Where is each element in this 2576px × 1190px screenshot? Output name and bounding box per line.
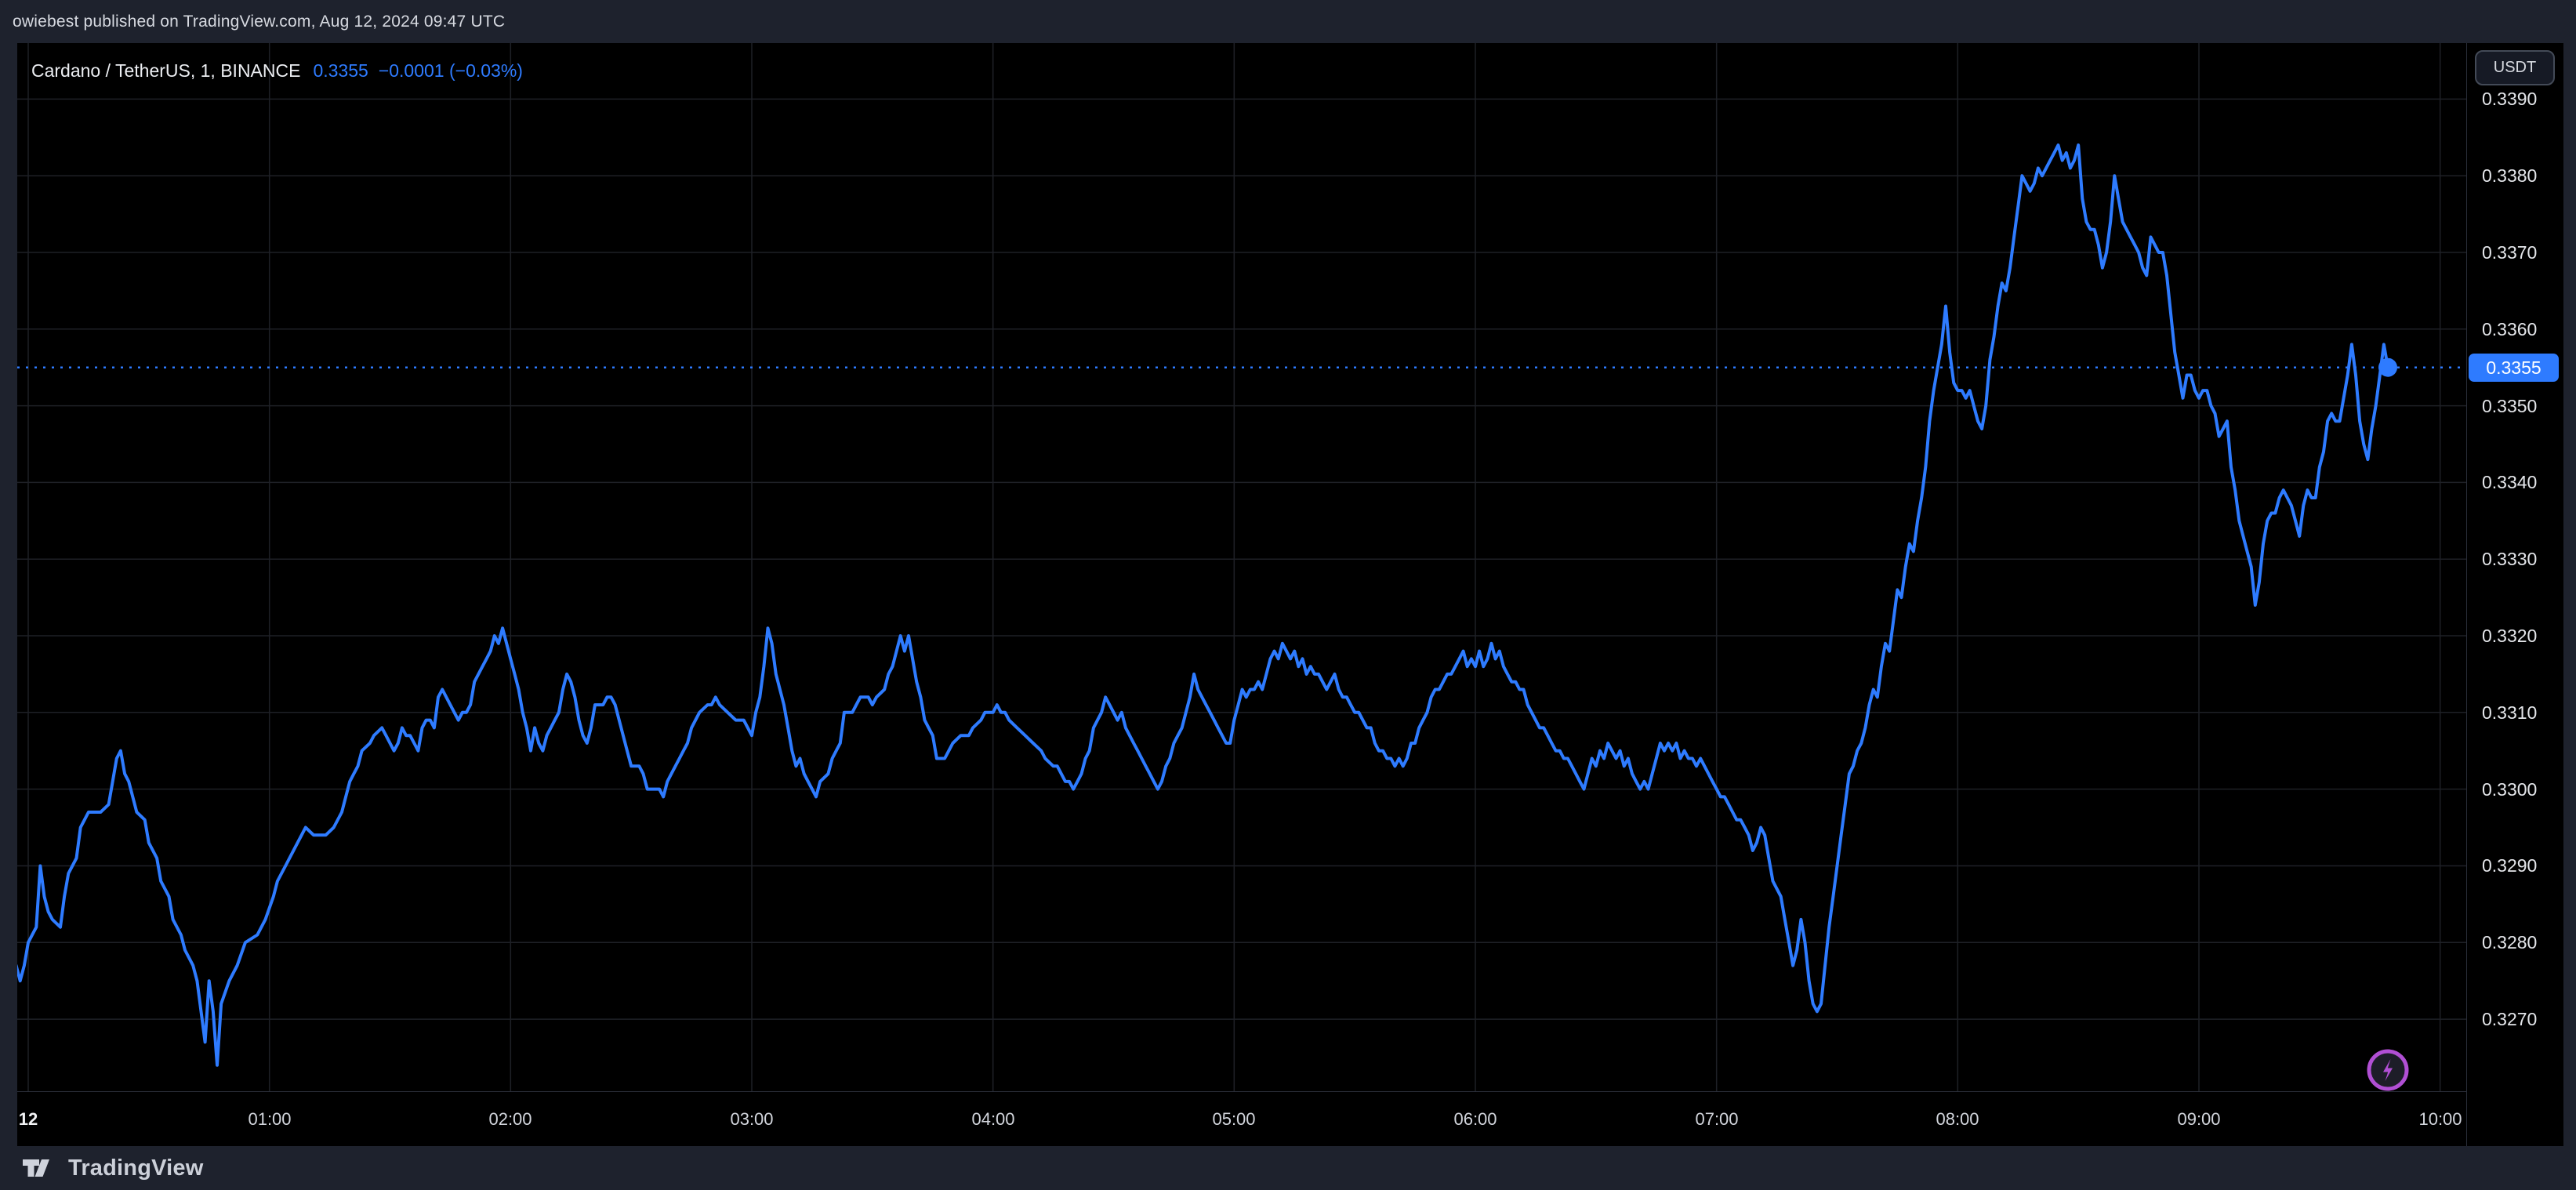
time-tick-label: 07:00: [1695, 1109, 1739, 1129]
tradingview-wordmark[interactable]: TradingView: [68, 1155, 204, 1181]
time-tick-label: 12: [18, 1109, 38, 1129]
price-tick-label: 0.3320: [2482, 626, 2538, 646]
time-tick-label: 08:00: [1936, 1109, 1979, 1129]
price-axis[interactable]: USDT 0.3390 0.3380 0.3370 0.3360 0.3350 0.334…: [2466, 43, 2563, 1146]
price-tick-label: 0.3280: [2482, 932, 2538, 952]
time-tick-label: 06:00: [1453, 1109, 1497, 1129]
last-price-label: 0.3355: [2469, 354, 2559, 382]
time-axis[interactable]: 12 01:00 02:00 03:00 04:00 05:00 06:00 07:00 08:…: [17, 1091, 2466, 1146]
last-price-text: 0.3355: [313, 60, 368, 81]
price-tick-label: 0.3390: [2482, 89, 2538, 109]
time-tick-label: 10:00: [2418, 1109, 2462, 1129]
attribution-text: owiebest published on TradingView.com, A…: [13, 12, 506, 31]
time-tick-label: 05:00: [1212, 1109, 1256, 1129]
price-tick-label: 0.3370: [2482, 242, 2538, 263]
tradingview-logo-icon[interactable]: [21, 1156, 57, 1180]
time-tick-label: 09:00: [2177, 1109, 2221, 1129]
time-tick-label: 04:00: [971, 1109, 1015, 1129]
attribution-bar: owiebest published on TradingView.com, A…: [0, 0, 2576, 43]
price-tick-label: 0.3330: [2482, 549, 2538, 569]
price-tick-label: 0.3270: [2482, 1009, 2538, 1029]
price-line-chart[interactable]: [17, 43, 2466, 1091]
flash-boost-button[interactable]: [2366, 1048, 2410, 1091]
footer-bar: TradingView: [0, 1146, 2576, 1190]
price-tick-label: 0.3350: [2482, 396, 2538, 416]
currency-toggle-button[interactable]: USDT: [2475, 50, 2555, 85]
price-tick-label: 0.3300: [2482, 779, 2538, 800]
price-tick-label: 0.3380: [2482, 165, 2538, 186]
price-tick-label: 0.3310: [2482, 702, 2538, 723]
last-price-dot: [2378, 357, 2397, 377]
lightning-icon: [2367, 1049, 2409, 1091]
price-tick-label: 0.3290: [2482, 855, 2538, 876]
price-tick-label: 0.3360: [2482, 319, 2538, 339]
price-tick-label: 0.3340: [2482, 472, 2538, 492]
time-tick-label: 02:00: [488, 1109, 532, 1129]
chart-plot-area[interactable]: Cardano / TetherUS, 1, BINANCE 0.3355 −0.0…: [17, 43, 2466, 1091]
time-tick-label: 01:00: [248, 1109, 292, 1129]
price-line-series: [17, 143, 2389, 1067]
price-change-text: −0.0001 (−0.03%): [378, 60, 523, 81]
time-tick-label: 03:00: [730, 1109, 774, 1129]
symbol-title: Cardano / TetherUS, 1, BINANCE: [31, 60, 301, 81]
chart-legend: Cardano / TetherUS, 1, BINANCE 0.3355 −0.0…: [31, 60, 523, 82]
